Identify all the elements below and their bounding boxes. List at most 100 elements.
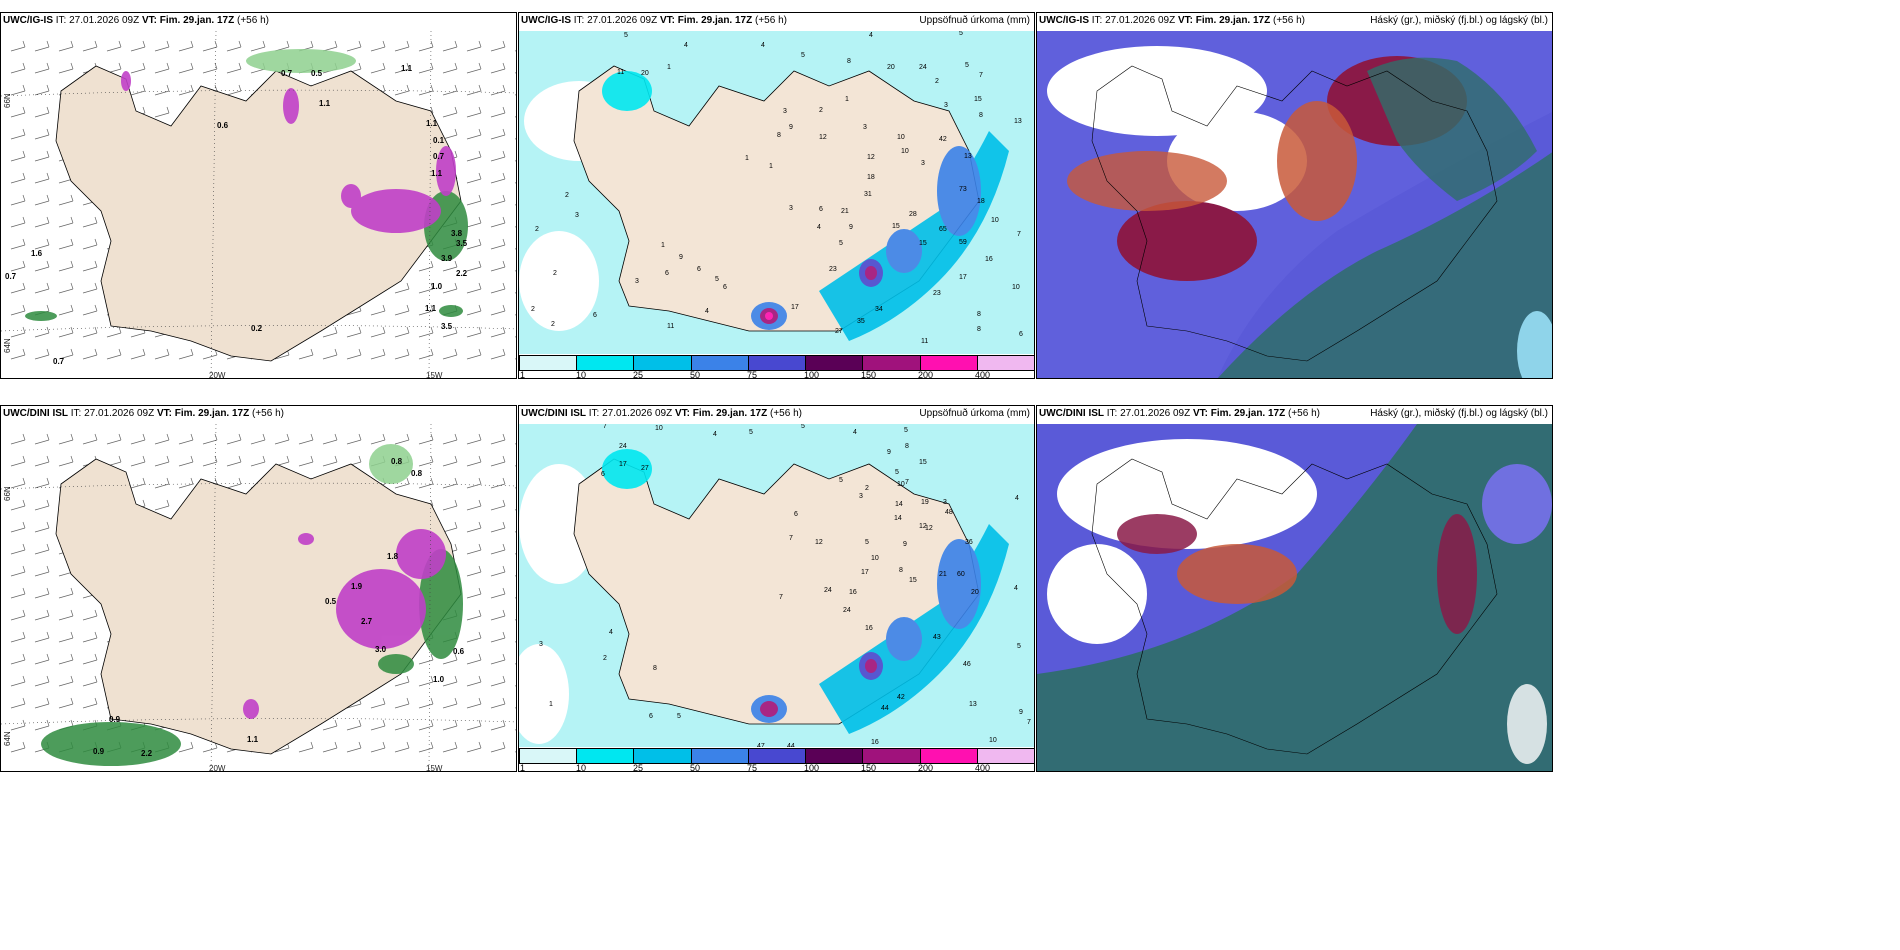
wind-barb [10,150,26,162]
svg-text:17: 17 [959,274,967,281]
svg-text:24: 24 [919,64,927,71]
wind-barb [34,499,50,511]
map-frame: UWC/DINI ISL IT: 27.01.2026 09Z VT: Fim.… [518,405,1035,772]
svg-text:6: 6 [649,713,653,720]
wind-barb [346,348,362,360]
wind-barb [466,128,482,140]
wind-barb [466,477,482,489]
panel-bottom-left: UWC/DINI ISL IT: 27.01.2026 09Z VT: Fim.… [0,405,517,772]
wind-barb [466,609,482,621]
wind-barb [34,194,50,206]
wind-barb [466,433,482,445]
wind-barb [298,433,314,445]
wind-barb [58,194,74,206]
wind-barb [154,40,170,52]
wind-barb [490,631,506,643]
wind-barb [466,741,482,753]
svg-text:2: 2 [603,655,607,662]
wind-barb [490,282,506,294]
wind-barb [490,433,506,445]
wind-barb [10,565,26,577]
svg-text:5: 5 [895,469,899,476]
svg-text:3: 3 [635,278,639,285]
svg-text:9: 9 [849,224,853,231]
wind-barb [226,62,242,74]
wind-barb [250,455,266,467]
colorbar-swatch [977,356,1034,370]
svg-text:0.9: 0.9 [109,715,121,724]
wind-barb [466,238,482,250]
wind-barb [10,106,26,118]
panel-bottom-middle: UWC/DINI ISL IT: 27.01.2026 09Z VT: Fim.… [518,405,1035,772]
panel-title: UWC/DINI ISL IT: 27.01.2026 09Z VT: Fim.… [3,408,284,419]
wind-barb [442,477,458,489]
wind-barb [490,106,506,118]
wind-barb [394,84,410,96]
wind-barb [490,543,506,555]
svg-text:34: 34 [875,306,883,313]
wind-barb [106,326,122,338]
wind-barb [226,84,242,96]
svg-text:48: 48 [945,509,953,516]
wind-barb [10,587,26,599]
svg-text:1.1: 1.1 [425,304,437,313]
wind-barb [10,282,26,294]
wind-barb [178,741,194,753]
wind-barb [106,433,122,445]
wind-barb [466,631,482,643]
wind-barb [322,741,338,753]
wind-barb [10,455,26,467]
wind-barb [58,282,74,294]
svg-text:3: 3 [859,493,863,500]
map-frame: UWC/IG-IS IT: 27.01.2026 09Z VT: Fim. 29… [0,12,517,379]
svg-text:24: 24 [824,587,832,594]
wind-barb [346,719,362,731]
wind-barb [466,260,482,272]
precip-fill [602,449,1009,734]
wind-barb [10,697,26,709]
wind-barb [298,741,314,753]
map-frame: UWC/DINI ISL IT: 27.01.2026 09Z VT: Fim.… [0,405,517,772]
colorbar-swatch [806,356,864,370]
wind-barb [394,282,410,294]
wind-barb [10,194,26,206]
wind-barb [490,304,506,316]
svg-text:12: 12 [919,523,927,530]
wind-barb [490,62,506,74]
svg-text:0.7: 0.7 [281,69,293,78]
svg-text:5: 5 [904,427,908,434]
wind-barb [34,238,50,250]
wind-barb [178,84,194,96]
svg-text:5: 5 [839,477,843,484]
svg-text:6: 6 [819,206,823,213]
svg-text:3: 3 [539,641,543,648]
wind-barb [34,587,50,599]
svg-text:0.9: 0.9 [93,747,105,756]
wind-barb [226,455,242,467]
wind-barb [202,62,218,74]
svg-text:10: 10 [655,425,663,432]
svg-text:1.1: 1.1 [426,119,438,128]
wind-barb [418,675,434,687]
wind-barb [394,326,410,338]
wind-barb [82,653,98,665]
wind-barb [10,719,26,731]
svg-text:42: 42 [897,694,905,701]
svg-text:36: 36 [965,539,973,546]
wind-barb [370,741,386,753]
map-frame: UWC/DINI ISL IT: 27.01.2026 09Z VT: Fim.… [1036,405,1553,772]
wind-barb [442,260,458,272]
lat-label-66n: 66N [3,486,12,501]
wind-barb [466,653,482,665]
svg-text:6: 6 [794,511,798,518]
svg-text:4: 4 [705,308,709,315]
wind-barb [442,128,458,140]
panel-title: UWC/IG-IS IT: 27.01.2026 09Z VT: Fim. 29… [1039,15,1305,26]
svg-text:4: 4 [853,429,857,436]
wind-barb [34,84,50,96]
wind-barb [34,521,50,533]
wind-barb [10,260,26,272]
svg-text:9: 9 [789,124,793,131]
svg-text:43: 43 [933,634,941,641]
svg-text:2: 2 [865,485,869,492]
